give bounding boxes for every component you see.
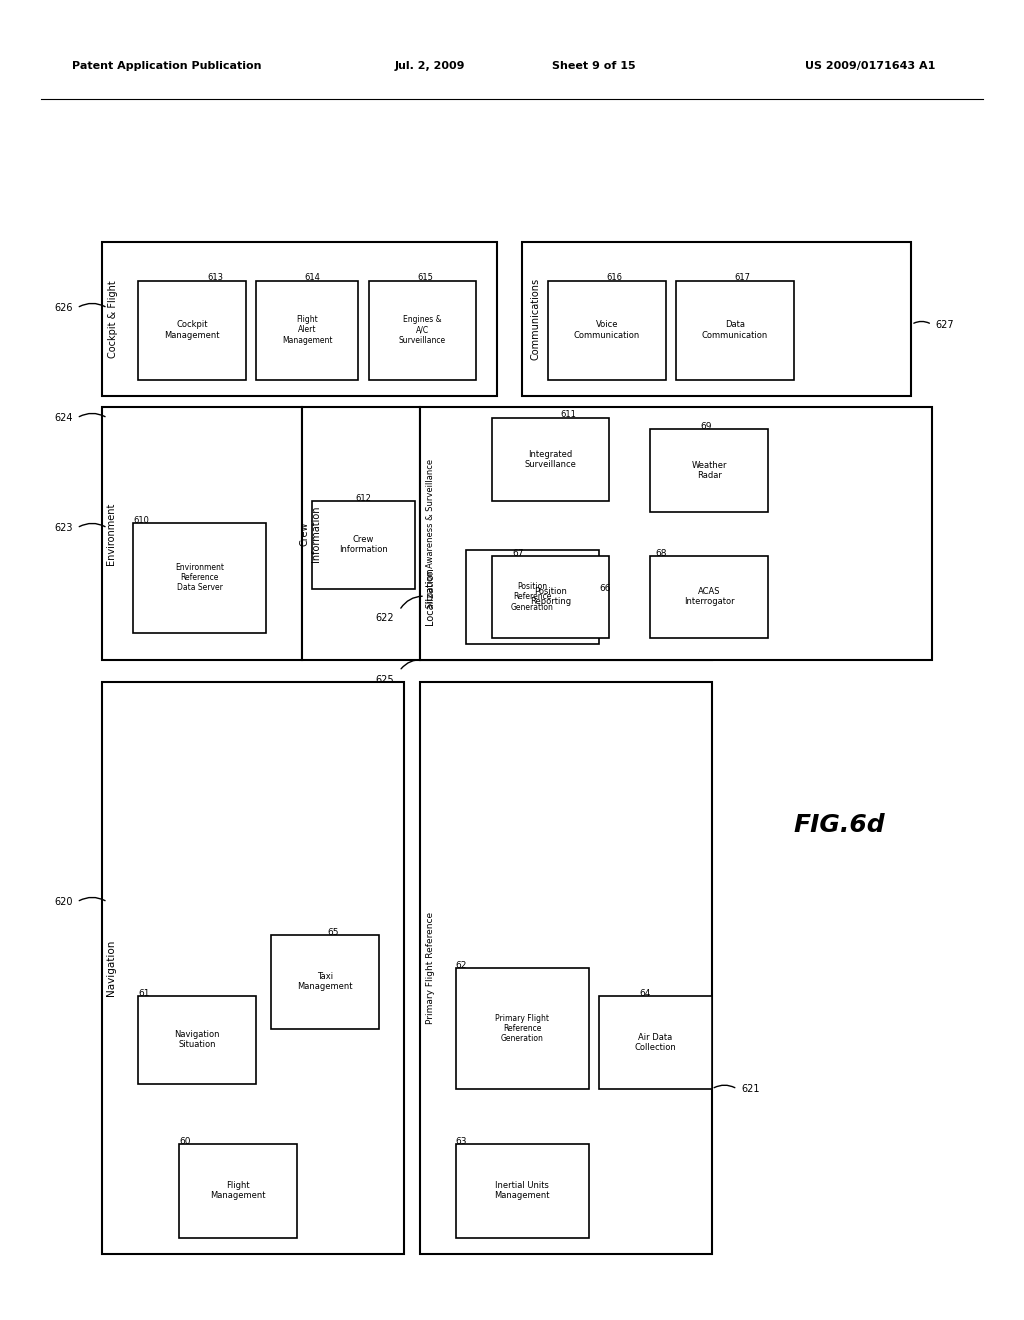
Bar — [179, 1144, 297, 1238]
Text: Environment
Reference
Data Server: Environment Reference Data Server — [175, 562, 224, 593]
Text: Flight
Management: Flight Management — [210, 1181, 266, 1200]
Text: Localization: Localization — [425, 568, 435, 626]
Bar — [420, 407, 932, 660]
Bar — [492, 418, 609, 500]
Text: 61: 61 — [138, 989, 150, 998]
Text: 610: 610 — [133, 516, 150, 525]
Bar — [102, 242, 497, 396]
Text: Air Data
Collection: Air Data Collection — [635, 1032, 676, 1052]
Text: Situation Awareness & Surveillance: Situation Awareness & Surveillance — [426, 459, 434, 609]
Text: 68: 68 — [655, 549, 667, 557]
Text: Position
Reporting: Position Reporting — [529, 587, 571, 606]
Text: 627: 627 — [936, 319, 954, 330]
Text: 617: 617 — [734, 273, 751, 281]
Text: Inertial Units
Management: Inertial Units Management — [495, 1181, 550, 1200]
Text: Engines &
A/C
Surveillance: Engines & A/C Surveillance — [398, 315, 446, 345]
Text: 69: 69 — [700, 422, 713, 432]
Bar — [102, 407, 302, 660]
Text: Communications: Communications — [530, 279, 541, 360]
Text: Data
Communication: Data Communication — [701, 321, 768, 339]
Text: 64: 64 — [639, 989, 651, 998]
Text: 614: 614 — [304, 273, 321, 281]
Bar — [548, 281, 666, 380]
Text: 616: 616 — [606, 273, 623, 281]
Text: Primary Flight
Reference
Generation: Primary Flight Reference Generation — [496, 1014, 549, 1043]
Bar — [133, 523, 266, 632]
Bar — [256, 281, 358, 380]
Text: Navigation
Situation: Navigation Situation — [174, 1030, 220, 1049]
Text: Taxi
Management: Taxi Management — [297, 972, 353, 991]
Text: Cockpit & Flight: Cockpit & Flight — [108, 280, 118, 358]
Bar — [271, 935, 379, 1028]
Bar — [676, 281, 794, 380]
Text: Flight
Alert
Management: Flight Alert Management — [282, 315, 333, 345]
Text: 624: 624 — [54, 413, 73, 422]
Bar — [369, 281, 476, 380]
Bar — [420, 682, 712, 1254]
Text: Crew
Information: Crew Information — [299, 506, 322, 562]
Text: 60: 60 — [179, 1138, 190, 1146]
Text: Navigation: Navigation — [105, 940, 116, 997]
Bar — [599, 995, 712, 1089]
Text: 67: 67 — [512, 549, 523, 557]
Bar — [466, 550, 599, 644]
Text: Cockpit
Management: Cockpit Management — [164, 321, 220, 339]
Bar — [456, 968, 589, 1089]
Text: Patent Application Publication: Patent Application Publication — [72, 61, 261, 71]
Bar — [650, 429, 768, 511]
Text: Voice
Communication: Voice Communication — [573, 321, 640, 339]
Bar — [312, 500, 415, 589]
Text: Sheet 9 of 15: Sheet 9 of 15 — [552, 61, 636, 71]
Text: 62: 62 — [456, 961, 467, 970]
Text: Primary Flight Reference: Primary Flight Reference — [426, 912, 434, 1024]
Text: 625: 625 — [376, 675, 394, 685]
Bar — [492, 556, 609, 638]
Text: 66: 66 — [599, 583, 610, 593]
Text: Weather
Radar: Weather Radar — [691, 461, 727, 480]
Text: Environment: Environment — [105, 503, 116, 565]
Bar — [302, 407, 420, 660]
Bar — [138, 281, 246, 380]
Bar — [522, 242, 911, 396]
Text: 63: 63 — [456, 1138, 467, 1146]
Text: 626: 626 — [54, 304, 73, 313]
Text: US 2009/0171643 A1: US 2009/0171643 A1 — [805, 61, 936, 71]
Text: 612: 612 — [355, 494, 372, 503]
Text: ACAS
Interrogator: ACAS Interrogator — [684, 587, 734, 606]
Text: 65: 65 — [327, 928, 339, 937]
Text: Position
Reference
Generation: Position Reference Generation — [511, 582, 554, 611]
Bar — [456, 1144, 589, 1238]
Text: 622: 622 — [376, 614, 394, 623]
Text: Crew
Information: Crew Information — [339, 535, 388, 554]
Text: Jul. 2, 2009: Jul. 2, 2009 — [395, 61, 465, 71]
Bar — [102, 682, 404, 1254]
Text: 611: 611 — [560, 411, 577, 420]
Bar — [650, 556, 768, 638]
Bar — [138, 995, 256, 1084]
Bar — [420, 533, 712, 660]
Text: 615: 615 — [417, 273, 433, 281]
Text: 623: 623 — [54, 523, 73, 533]
Text: FIG.6d: FIG.6d — [794, 813, 886, 837]
Text: 621: 621 — [741, 1084, 760, 1094]
Text: Integrated
Surveillance: Integrated Surveillance — [524, 450, 577, 469]
Text: 620: 620 — [54, 898, 73, 907]
Text: 613: 613 — [207, 273, 223, 281]
